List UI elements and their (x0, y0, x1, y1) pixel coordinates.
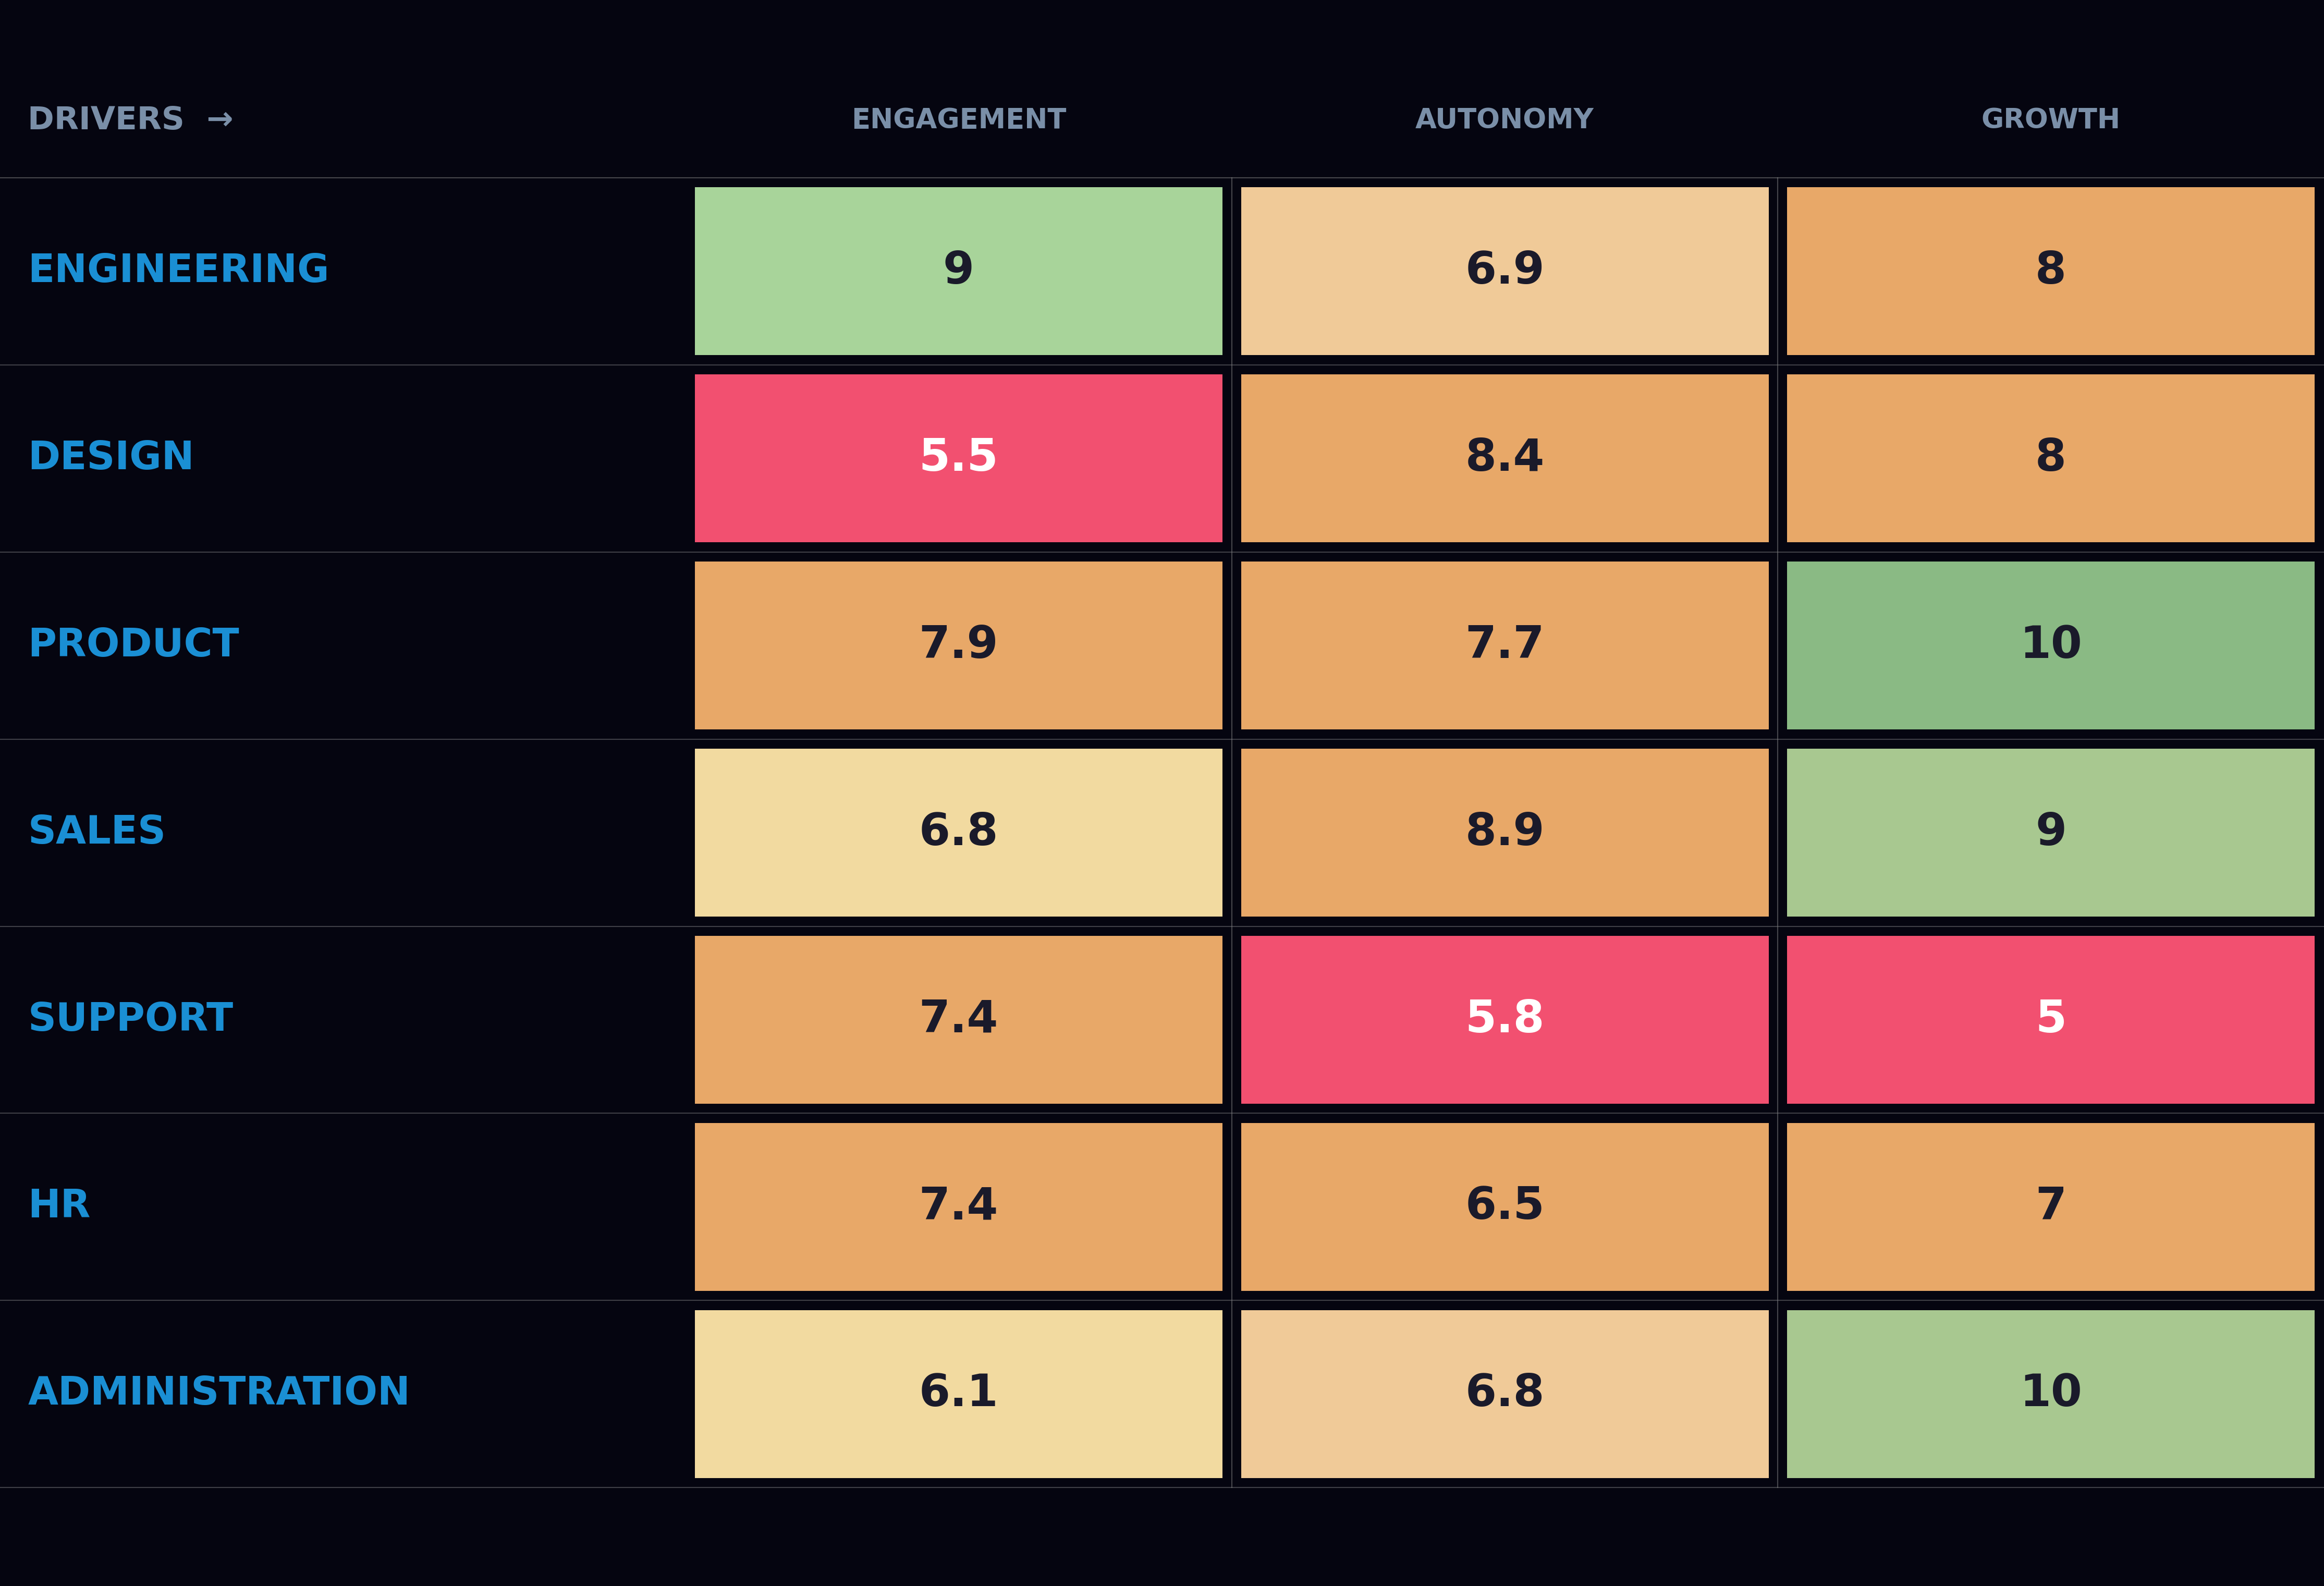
Text: ENGINEERING: ENGINEERING (28, 252, 330, 290)
Bar (1241, 749, 1769, 917)
Bar (1241, 936, 1769, 1104)
Bar (695, 187, 1222, 355)
Text: 5: 5 (2036, 998, 2066, 1042)
Text: HR: HR (28, 1188, 91, 1226)
Bar (695, 936, 1222, 1104)
Text: ENGAGEMENT: ENGAGEMENT (851, 106, 1067, 135)
Text: 7.4: 7.4 (918, 1185, 999, 1229)
Bar (1787, 374, 2315, 542)
Text: 10: 10 (2020, 1372, 2082, 1416)
Text: DESIGN: DESIGN (28, 439, 195, 477)
Text: 5.8: 5.8 (1464, 998, 1545, 1042)
Text: 7.4: 7.4 (918, 998, 999, 1042)
Text: ADMINISTRATION: ADMINISTRATION (28, 1375, 411, 1413)
Bar (695, 374, 1222, 542)
Text: 7.9: 7.9 (918, 623, 999, 668)
Text: 5.5: 5.5 (918, 436, 999, 481)
Bar (695, 749, 1222, 917)
Bar (695, 1310, 1222, 1478)
Text: 6.8: 6.8 (1464, 1372, 1545, 1416)
Bar (1241, 187, 1769, 355)
Text: SALES: SALES (28, 814, 165, 852)
Text: 7.7: 7.7 (1464, 623, 1545, 668)
Bar (1787, 749, 2315, 917)
Bar (1787, 187, 2315, 355)
Text: 6.8: 6.8 (918, 810, 999, 855)
Text: 10: 10 (2020, 623, 2082, 668)
Text: AUTONOMY: AUTONOMY (1415, 106, 1594, 135)
Text: 8: 8 (2036, 436, 2066, 481)
Text: GROWTH: GROWTH (1982, 106, 2119, 135)
Bar (695, 1123, 1222, 1291)
Bar (1241, 1123, 1769, 1291)
Text: PRODUCT: PRODUCT (28, 626, 239, 665)
Text: SUPPORT: SUPPORT (28, 1001, 232, 1039)
Text: DRIVERS  →: DRIVERS → (28, 105, 235, 136)
Text: 8: 8 (2036, 249, 2066, 293)
Text: 6.5: 6.5 (1464, 1185, 1545, 1229)
Bar (1787, 1310, 2315, 1478)
Bar (1787, 936, 2315, 1104)
Text: 9: 9 (2036, 810, 2066, 855)
Text: 8.9: 8.9 (1464, 810, 1545, 855)
Bar (1241, 1310, 1769, 1478)
Bar (1241, 561, 1769, 730)
Text: 7: 7 (2036, 1185, 2066, 1229)
Text: 9: 9 (944, 249, 974, 293)
Text: 6.1: 6.1 (918, 1372, 999, 1416)
Text: 8.4: 8.4 (1464, 436, 1545, 481)
Bar (1787, 561, 2315, 730)
Bar (1241, 374, 1769, 542)
Bar (695, 561, 1222, 730)
Bar (1787, 1123, 2315, 1291)
Text: 6.9: 6.9 (1464, 249, 1545, 293)
